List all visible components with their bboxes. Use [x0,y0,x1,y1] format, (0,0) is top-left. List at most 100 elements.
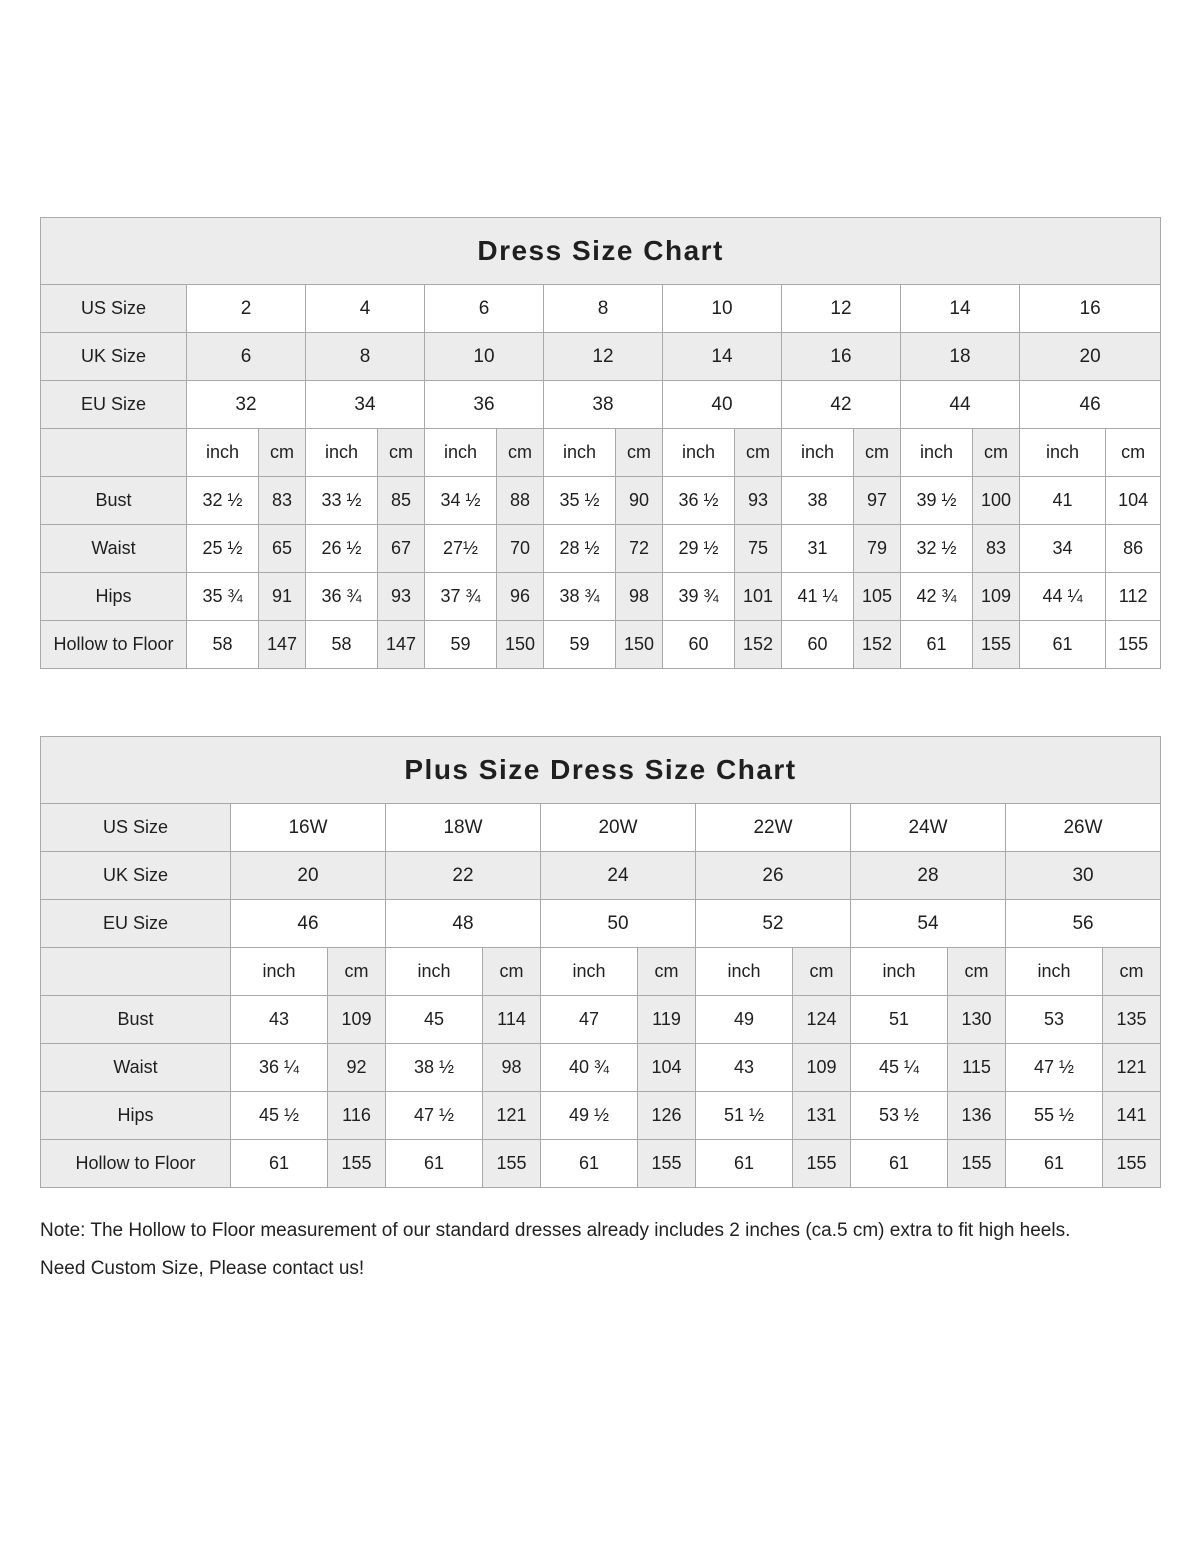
value-cell: 58 [186,620,259,669]
value-cell: 18 [900,332,1020,381]
value-cell: 24W [850,803,1006,852]
value-cell: 98 [615,572,663,621]
value-cell: 83 [972,524,1020,573]
value-cell: 38 ¾ [543,572,616,621]
row-label: US Size [40,284,187,333]
hollow-to-floor-row: Hollow to Floor 58 147 58 147 59 150 59 150 60 15… [40,620,1162,669]
value-cell: cm [734,428,782,477]
value-cell: 45 ¼ [850,1043,948,1092]
value-cell: 61 [695,1139,793,1188]
value-cell: 41 [1019,476,1106,525]
value-cell: 39 ½ [900,476,973,525]
value-cell: 150 [615,620,663,669]
hips-row: Hips 45 ½ 116 47 ½ 121 49 ½ 126 51 ½ 131 53 ½ 136… [40,1091,1162,1140]
value-cell: 59 [543,620,616,669]
value-cell: 22 [385,851,541,900]
value-cell: 58 [305,620,378,669]
row-label: EU Size [40,380,187,429]
value-cell: 72 [615,524,663,573]
value-cell: 20W [540,803,696,852]
notes-section: Note: The Hollow to Floor measurement of… [40,1212,1160,1288]
value-cell: cm [1104,428,1162,477]
value-cell: 90 [615,476,663,525]
value-cell: 152 [734,620,782,669]
size-chart-document: Dress Size Chart US Size 2 4 6 8 10 12 1 4 16 UK… [39,217,1162,1288]
value-cell: 44 ¼ [1019,572,1106,621]
row-label: EU Size [40,899,231,948]
value-cell: 32 ½ [186,476,259,525]
value-cell: 46 [1018,380,1162,429]
value-cell: cm [972,428,1020,477]
eu-size-row: EU Size 46 48 50 52 54 56 [40,899,1162,948]
value-cell: 45 ½ [230,1091,328,1140]
value-cell: 83 [258,476,306,525]
value-cell: 61 [850,1139,948,1188]
waist-row: Waist 25 ½ 65 26 ½ 67 27½ 70 28 ½ 72 29 ½ 75 31 79 3… [40,524,1162,573]
value-cell: 126 [637,1091,696,1140]
value-cell: 36 ½ [662,476,735,525]
value-cell: 43 [695,1043,793,1092]
value-cell: 119 [637,995,696,1044]
bust-row: Bust 43 109 45 114 47 119 49 124 51 130 53 135 [40,995,1162,1044]
value-cell: 60 [781,620,854,669]
value-cell: 27½ [424,524,497,573]
value-cell: 30 [1004,851,1162,900]
value-cell: 53 [1005,995,1103,1044]
value-cell: 8 [305,332,425,381]
value-cell: 46 [230,899,386,948]
value-cell: cm [482,947,541,996]
value-cell: 26W [1004,803,1162,852]
table-title-row: Dress Size Chart [39,217,1162,285]
value-cell: 34 ½ [424,476,497,525]
value-cell: 70 [496,524,544,573]
unit-header-row: inch cm inch cm inch cm inch cm inch cm inch cm inch… [40,428,1162,477]
hollow-to-floor-note: Note: The Hollow to Floor measurement of… [40,1220,1071,1241]
row-label: Waist [40,524,187,573]
value-cell: inch [695,947,793,996]
value-cell: 155 [327,1139,386,1188]
us-size-row: US Size 2 4 6 8 10 12 14 16 [40,284,1162,333]
value-cell: 147 [377,620,425,669]
value-cell: 28 [850,851,1006,900]
value-cell: 37 ¾ [424,572,497,621]
value-cell: 51 ½ [695,1091,793,1140]
value-cell: 16 [1018,284,1162,333]
row-label: UK Size [40,851,231,900]
value-cell: 49 [695,995,793,1044]
value-cell: 50 [540,899,696,948]
row-label: Hollow to Floor [40,620,187,669]
value-cell: 155 [482,1139,541,1188]
row-label: Bust [40,476,187,525]
value-cell: 6 [186,332,306,381]
value-cell: 35 ½ [543,476,616,525]
value-cell: inch [543,428,616,477]
value-cell: 20 [1018,332,1162,381]
uk-size-row: UK Size 6 8 10 12 14 16 18 20 [40,332,1162,381]
value-cell: 48 [385,899,541,948]
value-cell: 4 [305,284,425,333]
value-cell: 121 [482,1091,541,1140]
value-cell: 40 ¾ [540,1043,638,1092]
value-cell: 24 [540,851,696,900]
value-cell: 61 [900,620,973,669]
value-cell: 98 [482,1043,541,1092]
value-cell: 91 [258,572,306,621]
value-cell: 141 [1101,1091,1162,1140]
value-cell: cm [496,428,544,477]
value-cell: 31 [781,524,854,573]
value-cell: 32 [186,380,306,429]
value-cell: 152 [853,620,901,669]
value-cell: cm [792,947,851,996]
value-cell: inch [900,428,973,477]
value-cell: 14 [900,284,1020,333]
bust-row: Bust 32 ½ 83 33 ½ 85 34 ½ 88 35 ½ 90 36 ½ 93 38 97 3… [40,476,1162,525]
value-cell: 135 [1101,995,1162,1044]
value-cell: 47 [540,995,638,1044]
value-cell: 10 [424,332,544,381]
value-cell: 38 [781,476,854,525]
value-cell: 104 [637,1043,696,1092]
value-cell: cm [615,428,663,477]
value-cell: 131 [792,1091,851,1140]
value-cell: 79 [853,524,901,573]
value-cell: 124 [792,995,851,1044]
